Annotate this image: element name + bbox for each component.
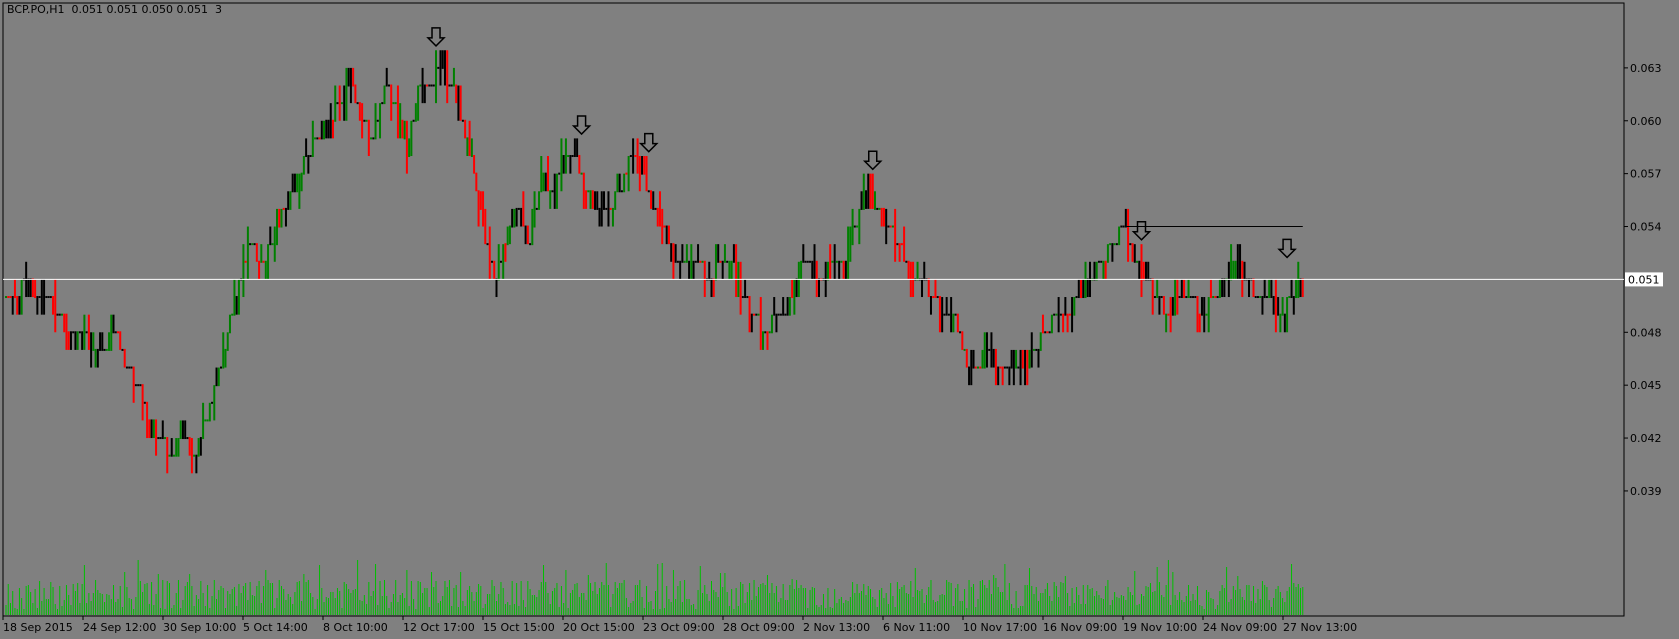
x-tick-label: 16 Nov 09:00 bbox=[1043, 621, 1117, 634]
x-tick-label: 10 Nov 17:00 bbox=[963, 621, 1037, 634]
current-price-label: 0.051 bbox=[1628, 273, 1660, 286]
time-axis: 18 Sep 2015 24 Sep 12:00 30 Sep 10:00 5 Oct… bbox=[2, 616, 1357, 634]
down-arrow-icon bbox=[426, 27, 446, 47]
x-tick-label: 15 Oct 15:00 bbox=[483, 621, 555, 634]
plot-area bbox=[2, 2, 1625, 617]
down-arrow-icon bbox=[862, 150, 883, 171]
x-tick-label: 28 Oct 09:00 bbox=[723, 621, 795, 634]
ohlc-bars bbox=[5, 50, 1304, 474]
x-tick-label: 12 Oct 17:00 bbox=[403, 621, 475, 634]
chart-header: BCP.PO,H1 0.051 0.051 0.050 0.051 3 bbox=[7, 3, 222, 16]
y-tick-label: 0.045 bbox=[1630, 379, 1662, 392]
down-arrow-icon bbox=[571, 115, 592, 136]
x-tick-label: 23 Oct 09:00 bbox=[643, 621, 715, 634]
x-tick-label: 2 Nov 13:00 bbox=[803, 621, 870, 634]
x-tick-label: 18 Sep 2015 bbox=[3, 621, 73, 634]
x-tick-label: 20 Oct 15:00 bbox=[563, 621, 635, 634]
annotations: 0.051 bbox=[3, 27, 1663, 287]
x-tick-label: 24 Sep 12:00 bbox=[83, 621, 156, 634]
current-price-label-bg bbox=[1625, 272, 1663, 287]
y-tick-label: 0.054 bbox=[1630, 221, 1662, 234]
down-arrow-icon bbox=[638, 132, 659, 153]
x-tick-label: 8 Oct 10:00 bbox=[323, 621, 388, 634]
y-tick-label: 0.057 bbox=[1630, 168, 1662, 181]
down-arrow-icon bbox=[1131, 221, 1152, 241]
y-tick-label: 0.048 bbox=[1630, 326, 1662, 339]
y-tick-label: 0.039 bbox=[1630, 485, 1662, 498]
x-tick-label: 5 Oct 14:00 bbox=[243, 621, 308, 634]
down-arrow-icon bbox=[1277, 238, 1297, 259]
x-tick-label: 24 Nov 09:00 bbox=[1203, 621, 1277, 634]
x-tick-label: 30 Sep 10:00 bbox=[163, 621, 236, 634]
y-tick-label: 0.063 bbox=[1630, 62, 1662, 75]
volume-bars bbox=[5, 560, 1304, 615]
y-tick-label: 0.060 bbox=[1630, 115, 1662, 128]
x-tick-label: 6 Nov 11:00 bbox=[883, 621, 950, 634]
x-tick-label: 19 Nov 10:00 bbox=[1123, 621, 1197, 634]
price-axis: 0.063 0.060 0.057 0.054 0.048 0.045 0.042 0.039 bbox=[1624, 62, 1662, 498]
x-tick-label: 27 Nov 13:00 bbox=[1283, 621, 1357, 634]
y-tick-label: 0.042 bbox=[1630, 432, 1662, 445]
